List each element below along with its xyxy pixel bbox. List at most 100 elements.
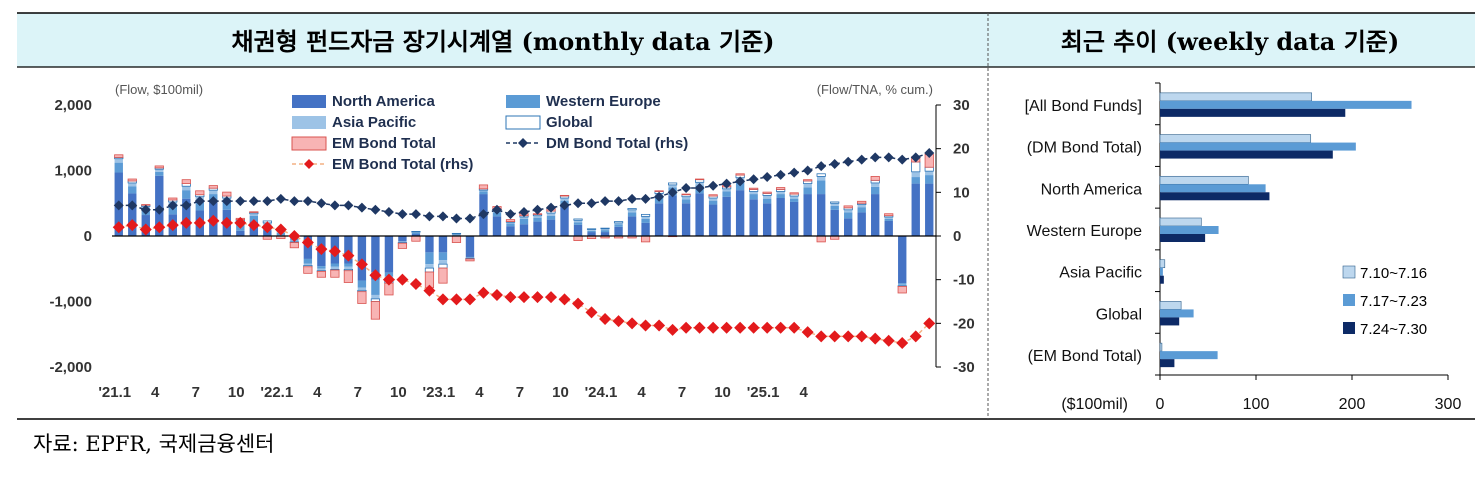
bar-western-europe: [911, 177, 920, 184]
bar-em-bond-total: [154, 165, 164, 169]
x-tick-label: 4: [313, 384, 322, 401]
x-tick-label: 10: [390, 384, 407, 401]
bar-asia-pacific: [519, 217, 529, 219]
bar-western-europe: [587, 230, 596, 233]
bar-north-america: [357, 236, 367, 281]
bar-asia-pacific: [789, 196, 799, 199]
point-em-bond-total: [855, 330, 868, 343]
bar-asia-pacific: [871, 182, 880, 187]
bar-north-america: [492, 216, 502, 236]
point-dm-bond-total: [437, 211, 448, 222]
point-em-bond-total: [342, 249, 355, 262]
point-em-bond-total: [693, 321, 706, 334]
bar-asia-pacific: [317, 268, 326, 271]
bar-north-america: [857, 212, 866, 236]
point-em-bond-total: [396, 273, 409, 286]
point-em-bond-total: [436, 293, 449, 306]
bar-western-europe: [519, 218, 529, 225]
bar-western-europe: [546, 215, 556, 220]
bar-asia-pacific: [182, 186, 191, 191]
x-tick-label: 7: [192, 384, 200, 401]
weekly-legend: 7.10~7.16 7.17~7.23 7.24~7.30: [1342, 265, 1427, 338]
legend-asia-pacific: Asia Pacific: [332, 114, 416, 131]
left-axes: 2,000 1,000 0 -1,000 -2,000 30 20 10 0 -10 -20 -30 '…: [49, 97, 974, 401]
point-dm-bond-total: [410, 209, 421, 220]
point-em-bond-total: [193, 216, 206, 229]
point-em-bond-total: [531, 291, 544, 304]
bar-western-europe: [411, 232, 421, 235]
bar-western-europe: [479, 191, 488, 195]
x-tick-label: 7: [516, 384, 524, 401]
bar-global: [668, 182, 678, 186]
point-em-bond-total: [666, 323, 679, 336]
bar-north-america: [789, 201, 799, 236]
point-em-bond-total: [842, 330, 855, 343]
point-em-bond-total: [869, 332, 882, 345]
point-dm-bond-total: [221, 196, 232, 207]
bar-western-europe: [600, 230, 610, 233]
bar-asia-pacific: [587, 229, 596, 231]
point-dm-bond-total: [113, 200, 124, 211]
bar-global: [411, 231, 421, 233]
weekly-bar-series-1: [1159, 301, 1182, 310]
point-em-bond-total: [734, 321, 747, 334]
bar-asia-pacific: [600, 228, 610, 231]
bar-north-america: [128, 193, 137, 236]
bar-em-bond-total: [438, 267, 448, 284]
bar-em-bond-total: [857, 200, 867, 204]
point-dm-bond-total: [559, 200, 570, 211]
point-dm-bond-total: [208, 196, 219, 207]
bar-north-america: [695, 193, 704, 236]
point-em-bond-total: [612, 315, 625, 328]
bar-em-bond-total: [127, 178, 137, 182]
point-em-bond-total: [247, 219, 260, 232]
legend-em-bond-total-rhs-swatch-marker: [304, 159, 314, 169]
legend-dm-bond-total-rhs: DM Bond Total (rhs): [546, 135, 688, 152]
point-dm-bond-total: [491, 204, 502, 215]
point-dm-bond-total: [694, 182, 705, 193]
bar-western-europe: [871, 186, 880, 195]
point-dm-bond-total: [775, 169, 786, 180]
bar-asia-pacific: [803, 183, 812, 188]
point-dm-bond-total: [816, 161, 827, 172]
bar-em-bond-total: [465, 258, 475, 262]
point-dm-bond-total: [883, 152, 894, 163]
weekly-category-label: (DM Bond Total): [1027, 140, 1142, 157]
x-tick-label: 4: [637, 384, 646, 401]
point-em-bond-total: [490, 288, 503, 301]
bar-western-europe: [816, 180, 826, 195]
bar-north-america: [546, 219, 556, 236]
point-dm-bond-total: [748, 174, 759, 185]
bar-north-america: [411, 234, 421, 236]
bar-asia-pacific: [681, 196, 691, 200]
point-dm-bond-total: [789, 167, 800, 178]
point-dm-bond-total: [627, 193, 638, 204]
x-tick-label: 4: [475, 384, 484, 401]
bar-western-europe: [573, 222, 583, 225]
weekly-legend-swatch-3: [1343, 322, 1355, 334]
weekly-bar-series-2: [1160, 226, 1219, 234]
bar-western-europe: [452, 234, 461, 236]
point-em-bond-total: [828, 330, 841, 343]
point-em-bond-total: [639, 319, 652, 332]
bar-asia-pacific: [762, 195, 772, 199]
bar-western-europe: [303, 258, 313, 264]
bar-western-europe: [803, 187, 812, 195]
point-dm-bond-total: [532, 204, 543, 215]
bar-western-europe: [398, 241, 407, 242]
bar-em-bond-total: [654, 190, 664, 192]
weekly-category-label: [All Bond Funds]: [1025, 98, 1142, 115]
bar-em-bond-total: [451, 235, 462, 243]
bar-em-bond-total: [573, 235, 583, 241]
point-dm-bond-total: [613, 196, 624, 207]
point-em-bond-total: [707, 321, 720, 334]
bar-north-america: [668, 195, 677, 236]
left-y-tick-label: -2,000: [49, 359, 92, 376]
bar-em-bond-total: [816, 235, 826, 243]
legend-north-america-swatch: [292, 95, 326, 108]
bar-global: [438, 263, 448, 269]
bar-em-bond-total: [695, 178, 705, 181]
weekly-bar-series-3: [1160, 234, 1206, 242]
x-tick-label: '23.1: [423, 384, 456, 401]
